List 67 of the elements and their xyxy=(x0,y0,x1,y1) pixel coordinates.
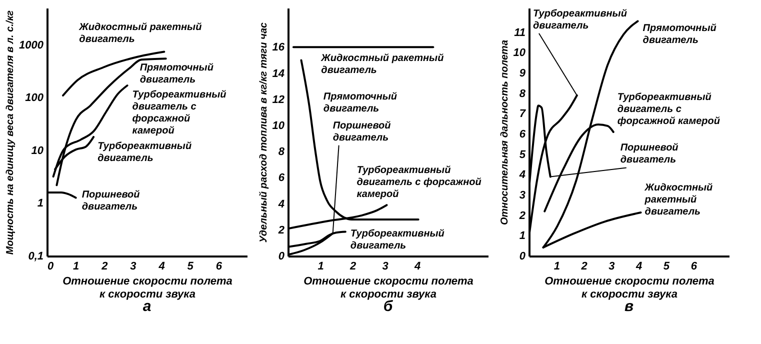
series-label: Прямоточный двигатель xyxy=(140,62,214,86)
y-tick-label: 2 xyxy=(518,210,526,222)
y-tick-label: 5 xyxy=(519,148,526,161)
y-tick-label: 1000 xyxy=(19,39,44,52)
x-tick-label: 6 xyxy=(216,260,223,272)
y-tick-label: 3 xyxy=(519,190,526,202)
x-tick-label: 5 xyxy=(663,260,670,272)
x-tick-label: 3 xyxy=(130,260,136,272)
x-tick-label: 0 xyxy=(48,260,54,272)
y-tick-label: 2 xyxy=(277,224,284,236)
x-tick-label: 2 xyxy=(348,260,356,272)
y-tick-label: 7 xyxy=(519,108,526,120)
series-label: Турбореактивный двигатель xyxy=(98,140,192,164)
x-tick-label: 5 xyxy=(187,260,194,272)
series-label: Поршневой двигатель xyxy=(82,190,140,213)
y-tick-label: 10 xyxy=(513,47,526,60)
x-tick-label: 2 xyxy=(100,260,108,272)
y-axis-title: Удельный расход топлива в кг/кг тяги час xyxy=(258,22,270,243)
y-tick-label: 10 xyxy=(31,144,44,157)
y-tick-label: 1 xyxy=(37,198,44,210)
x-tick-label: 3 xyxy=(382,260,388,272)
y-tick-label: 0,1 xyxy=(28,250,44,262)
y-tick-label: 9 xyxy=(519,68,526,80)
y-tick-label: 16 xyxy=(272,42,286,54)
x-tick-label: 3 xyxy=(608,260,615,272)
y-axis-title: Относительная дальность полета xyxy=(499,40,510,226)
x-axis-title: Отношение скорости полета к скорости звука xyxy=(544,276,714,300)
text: б xyxy=(383,298,394,315)
y-tick-label: 11 xyxy=(514,26,526,39)
y-tick-label: 0 xyxy=(519,250,526,262)
series-label: Турбореактивный двигатель с форсажной камерой xyxy=(617,92,720,127)
x-tick-label: 6 xyxy=(690,260,698,272)
y-tick-label: 6 xyxy=(519,128,526,141)
x-tick-label: 1 xyxy=(73,260,80,272)
series-label: Турбореактивный двигатель с форсажной камерой xyxy=(356,165,482,200)
text: а xyxy=(142,298,152,315)
y-tick-label: 100 xyxy=(25,92,44,104)
series-label: Жидкостный ракетный двигатель xyxy=(320,53,444,76)
y-tick-label: 1 xyxy=(519,230,526,242)
x-tick-label: 4 xyxy=(158,260,165,272)
series-label: Прямоточный двигатель xyxy=(642,23,716,46)
y-tick-label: 6 xyxy=(278,172,286,184)
text: в xyxy=(624,298,634,315)
y-tick-label: 8 xyxy=(519,88,526,100)
x-tick-label: 4 xyxy=(635,260,642,272)
y-axis-title: Мощность на единицу веса двигателя в л. с./кг xyxy=(5,10,16,255)
x-tick-label: 1 xyxy=(554,260,560,272)
x-tick-label: 4 xyxy=(413,260,421,272)
y-tick-label: 12 xyxy=(272,94,284,106)
series-label: Турбореактивный двигатель с форсажной камерой xyxy=(132,90,226,137)
text: Поршневой двигатель xyxy=(620,142,678,166)
y-tick-label: 0 xyxy=(278,250,286,262)
y-tick-label: 4 xyxy=(277,198,284,210)
y-tick-label: 14 xyxy=(272,68,284,80)
series-label: Прямоточный двигатель xyxy=(323,92,398,115)
x-tick-label: 1 xyxy=(318,260,324,272)
y-tick-label: 10 xyxy=(272,120,286,132)
y-tick-label: 4 xyxy=(518,169,526,182)
x-axis-title: Отношение скорости полета к скорости звука xyxy=(304,276,474,300)
text: Поршневой двигатель xyxy=(332,120,391,144)
x-axis-title: Отношение скорости полета к скорости звука xyxy=(62,276,232,300)
text: Жидкостный ракетный двигатель xyxy=(78,22,202,45)
text: Турбореактивный двигатель xyxy=(532,8,627,32)
series-label: Жидкостный ракетный двигатель xyxy=(644,182,713,218)
x-tick-label: 2 xyxy=(580,260,588,272)
y-tick-label: 8 xyxy=(278,146,286,158)
series-label: Турбореактивный двигатель xyxy=(350,228,444,252)
